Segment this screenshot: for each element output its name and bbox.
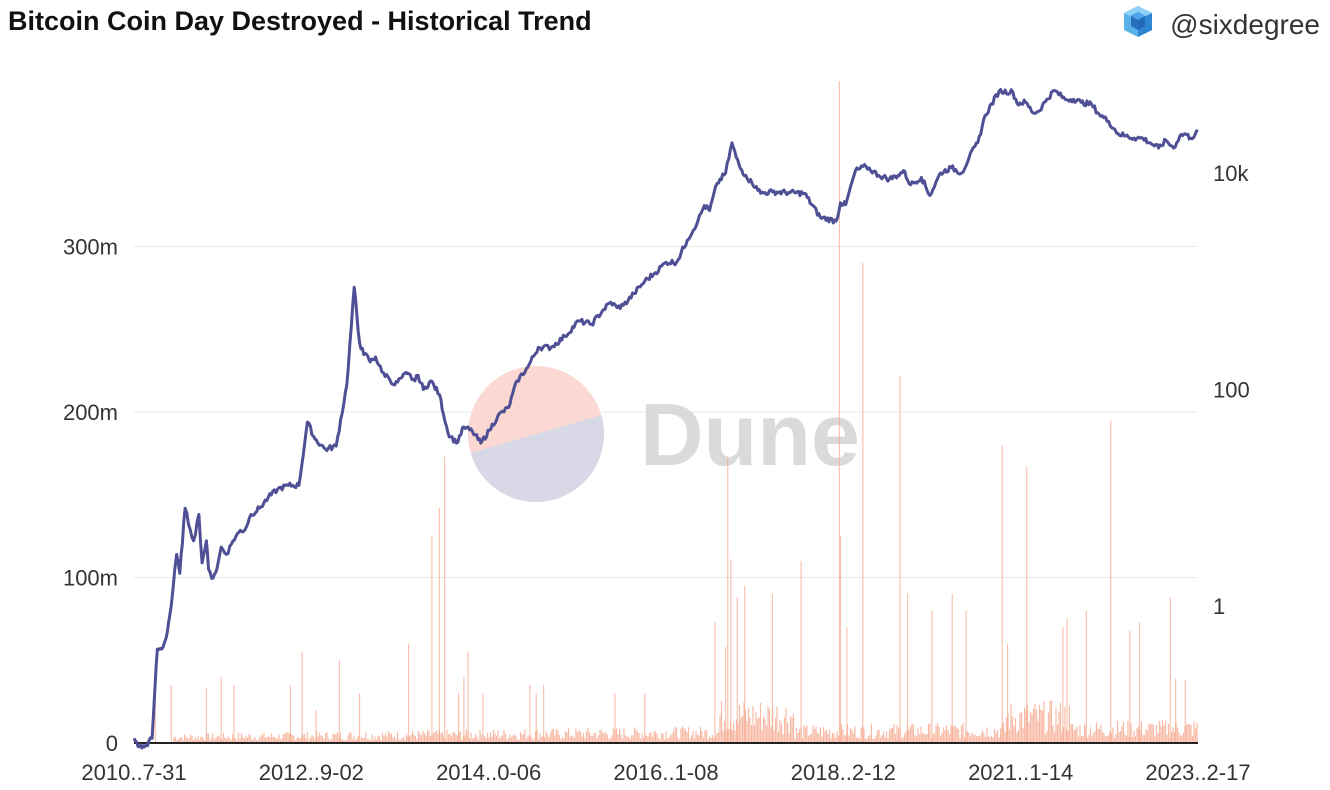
chart-title: Bitcoin Coin Day Destroyed - Historical …: [8, 6, 592, 36]
x-axis-ticks: 2010..7-31 2012..9-02 2014..0-06 2016..1-08…: [81, 760, 1250, 785]
x-tick-label: 2010..7-31: [81, 760, 186, 785]
x-tick-label: 2021..1-14: [968, 760, 1073, 785]
dune-watermark: Dune: [468, 366, 860, 502]
cdd-bars-baseline: [173, 700, 1198, 743]
author-handle: @sixdegree: [1170, 8, 1320, 40]
x-tick-label: 2023..2-17: [1145, 760, 1250, 785]
x-tick-label: 2018..2-12: [791, 760, 896, 785]
watermark-text: Dune: [640, 385, 860, 484]
left-tick-label: 100m: [63, 566, 118, 591]
x-tick-label: 2014..0-06: [436, 760, 541, 785]
right-tick-label: 100: [1213, 378, 1250, 403]
x-tick-label: 2016..1-08: [613, 760, 718, 785]
x-tick-label: 2012..9-02: [259, 760, 364, 785]
right-tick-label: 1: [1213, 594, 1225, 619]
left-tick-label: 200m: [63, 400, 118, 425]
left-tick-label: 300m: [63, 235, 118, 260]
price-line: [132, 88, 1199, 750]
watermark-lower-half: [470, 415, 604, 502]
brand-attribution[interactable]: @sixdegree: [1120, 4, 1320, 45]
right-axis-ticks: 1 100 10k: [1213, 161, 1250, 619]
left-axis-ticks: 0 100m 200m 300m: [63, 235, 118, 757]
grid-lines: [134, 246, 1198, 578]
cube-logo-icon: [1120, 4, 1156, 45]
left-tick-label: 0: [106, 731, 118, 756]
cdd-bars: [154, 81, 1186, 743]
right-tick-label: 10k: [1213, 161, 1249, 186]
